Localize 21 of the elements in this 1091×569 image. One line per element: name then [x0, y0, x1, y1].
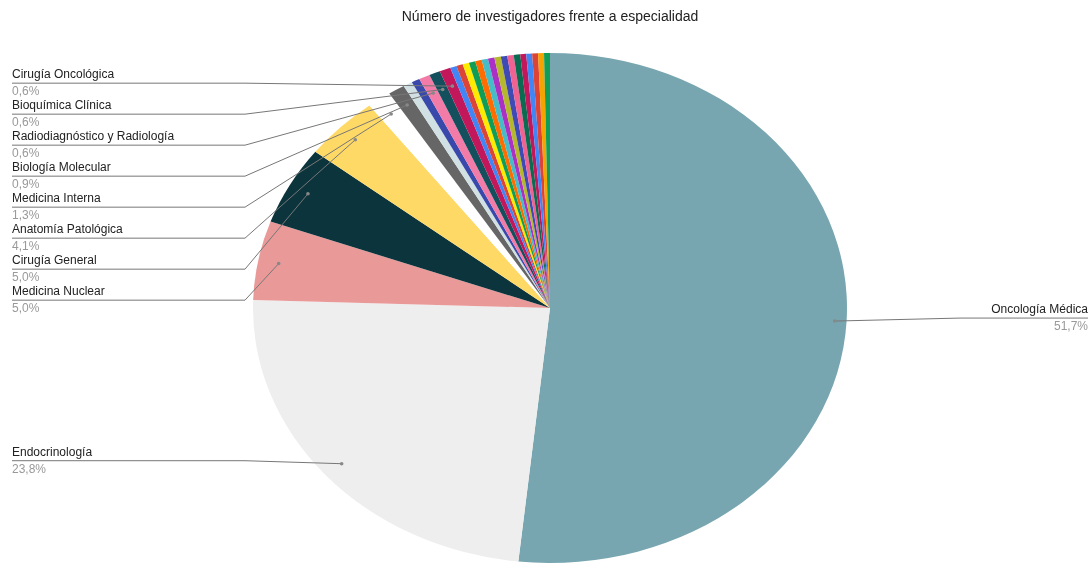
- slice-label: Medicina Interna: [12, 191, 102, 206]
- data-label: 4,1%: [12, 239, 40, 254]
- data-label: 0,6%: [12, 115, 40, 130]
- data-label: 0,6%: [12, 84, 40, 99]
- slice-label: Cirugía Oncológica: [12, 67, 115, 82]
- slice-label: Cirugía General: [12, 253, 97, 268]
- data-label: 5,0%: [12, 270, 40, 285]
- data-label: 0,9%: [12, 177, 40, 192]
- slice-label: Medicina Nuclear: [12, 284, 105, 299]
- slice-label: Endocrinología: [12, 444, 93, 459]
- slice-label: Anatomía Patológica: [12, 222, 124, 237]
- slice-label: Radiodiagnóstico y Radiología: [12, 129, 175, 144]
- data-label: 51,7%: [1053, 319, 1089, 334]
- data-label: 23,8%: [12, 461, 47, 476]
- data-label: 0,6%: [12, 146, 40, 161]
- chart-title: Número de investigadores frente a especialidad: [401, 8, 699, 24]
- data-label: 5,0%: [12, 301, 40, 316]
- slice-label: Bioquímica Clínica: [12, 98, 112, 113]
- data-label: 1,3%: [12, 208, 40, 223]
- slice-label: Oncología Médica: [991, 302, 1089, 317]
- slice-label: Biología Molecular: [12, 160, 111, 175]
